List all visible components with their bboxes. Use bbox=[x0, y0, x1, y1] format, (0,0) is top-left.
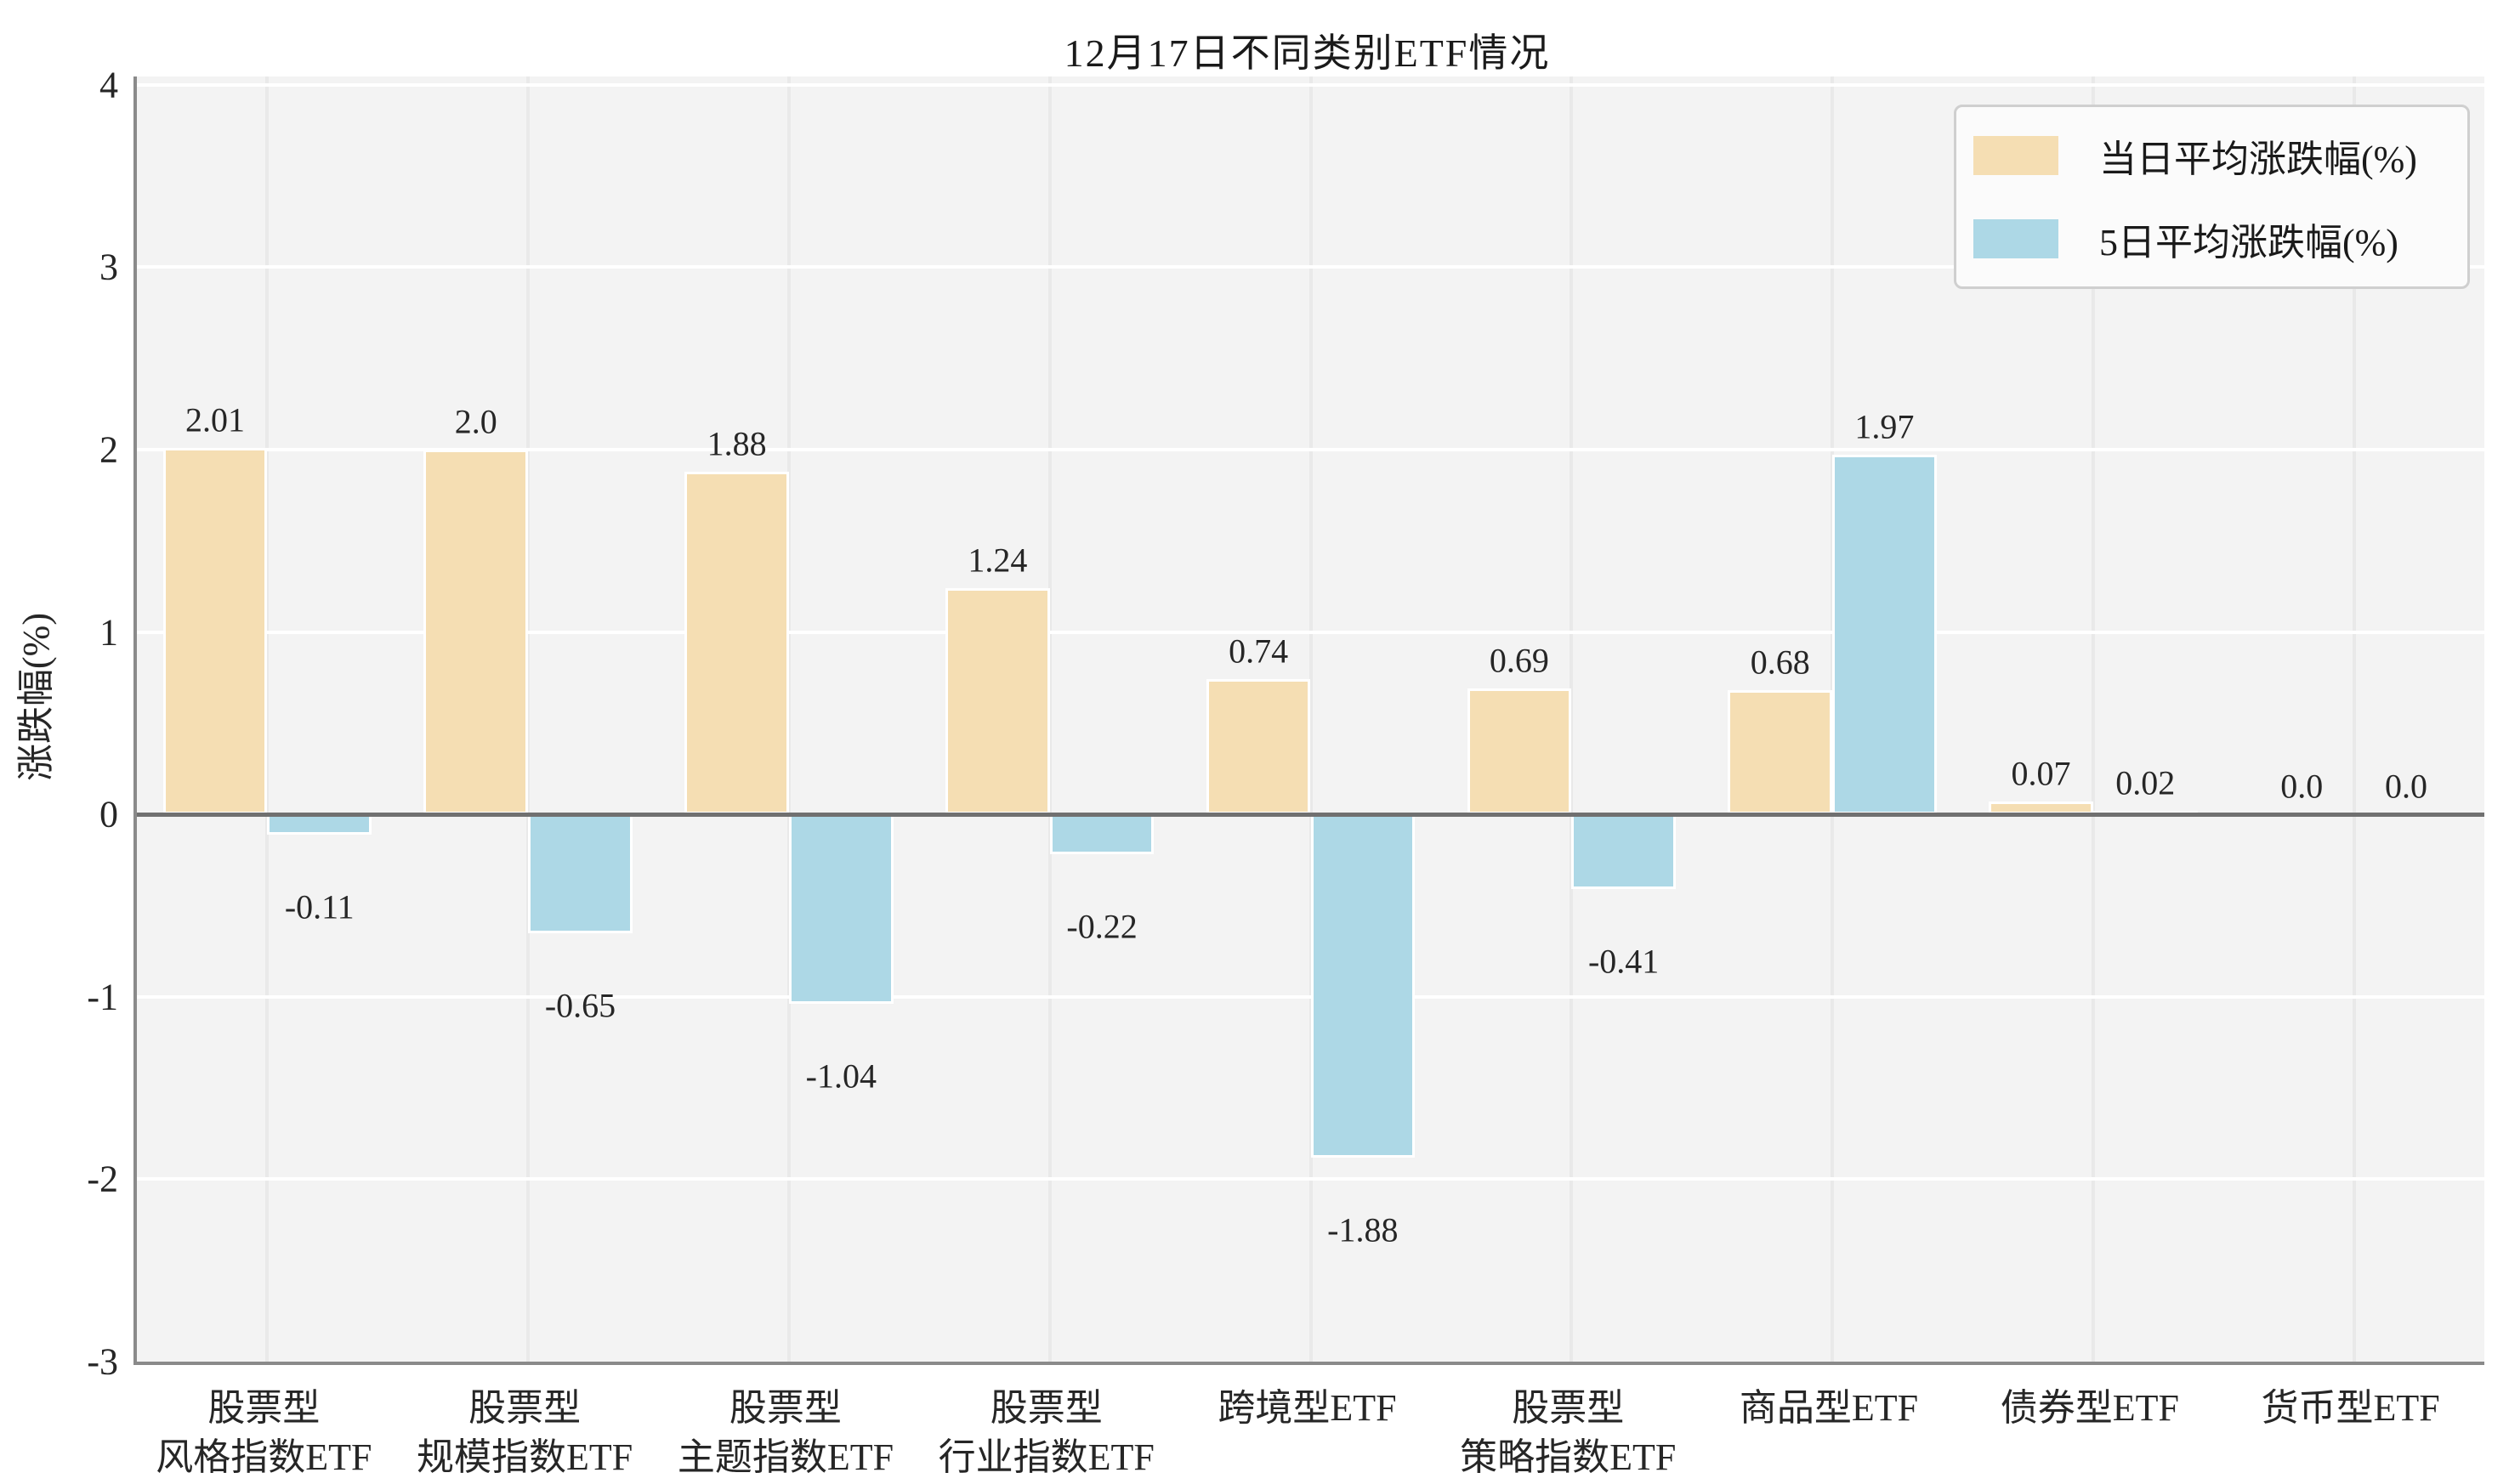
legend-swatch bbox=[1973, 218, 2058, 258]
x-tick-line: 行业指数ETF bbox=[938, 1436, 1155, 1479]
x-tick-line: 股票型 bbox=[1512, 1387, 1625, 1429]
bar-value-label: 0.68 bbox=[1750, 643, 1810, 682]
bar-value-label: 0.74 bbox=[1229, 632, 1289, 671]
bar-daily bbox=[423, 449, 529, 815]
bar-daily bbox=[684, 471, 789, 815]
y-tick-label: 1 bbox=[99, 611, 118, 654]
legend: 当日平均涨跌幅(%) 5日平均涨跌幅(%) bbox=[1954, 105, 2470, 289]
y-axis-label: 涨跌幅(%) bbox=[15, 613, 57, 781]
bar-value-label: 0.07 bbox=[2011, 754, 2071, 793]
x-tick-label: 股票型行业指数ETF bbox=[939, 1384, 1155, 1482]
y-tick-label: -1 bbox=[87, 976, 118, 1018]
bar-value-label: 0.0 bbox=[2280, 767, 2324, 806]
legend-item: 当日平均涨跌幅(%) bbox=[1973, 128, 2450, 183]
x-tick-label: 债券型ETF bbox=[2001, 1384, 2179, 1433]
x-tick-line: 股票型 bbox=[207, 1387, 321, 1429]
legend-label: 5日平均涨跌幅(%) bbox=[2099, 221, 2398, 263]
y-tick-label: 4 bbox=[99, 64, 118, 106]
zero-line bbox=[137, 812, 2484, 817]
x-tick-line: 策略指数ETF bbox=[1460, 1436, 1677, 1479]
bar-value-label: 0.02 bbox=[2115, 763, 2176, 802]
bar-5day bbox=[1571, 814, 1676, 890]
x-tick-label: 股票型主题指数ETF bbox=[678, 1384, 894, 1482]
bar-5day bbox=[528, 814, 633, 933]
x-tick-label: 股票型策略指数ETF bbox=[1460, 1384, 1676, 1482]
x-tick-label: 跨境型ETF bbox=[1218, 1384, 1396, 1433]
bar-value-label: 1.24 bbox=[968, 541, 1028, 580]
bar-value-label: -0.22 bbox=[1066, 907, 1138, 946]
bar-value-label: 2.0 bbox=[454, 402, 497, 441]
legend-item: 5日平均涨跌幅(%) bbox=[1973, 212, 2450, 266]
x-tick-line: 股票型 bbox=[729, 1387, 842, 1429]
bar-value-label: -1.88 bbox=[1327, 1210, 1399, 1249]
x-tick-line: 货币型ETF bbox=[2261, 1387, 2440, 1429]
bar-daily bbox=[1206, 679, 1311, 815]
vertical-gridline bbox=[786, 76, 791, 1362]
vertical-gridline bbox=[1308, 76, 1313, 1362]
y-tick-label: 3 bbox=[99, 246, 118, 288]
x-tick-line: 风格指数ETF bbox=[156, 1436, 372, 1479]
horizontal-gridline bbox=[137, 447, 2484, 451]
bar-value-label: 0.69 bbox=[1489, 641, 1549, 680]
horizontal-gridline bbox=[137, 1177, 2484, 1181]
bar-daily bbox=[1467, 688, 1572, 815]
horizontal-gridline bbox=[137, 265, 2484, 269]
x-tick-label: 商品型ETF bbox=[1740, 1384, 1918, 1433]
y-tick-label: -3 bbox=[87, 1340, 118, 1383]
bar-value-label: -0.11 bbox=[284, 887, 355, 926]
bar-5day bbox=[1832, 455, 1937, 815]
x-tick-line: 股票型 bbox=[468, 1387, 582, 1429]
bar-value-label: 1.97 bbox=[1854, 407, 1915, 446]
horizontal-gridline bbox=[137, 630, 2484, 634]
x-tick-label: 股票型风格指数ETF bbox=[156, 1384, 372, 1482]
x-tick-line: 规模指数ETF bbox=[417, 1436, 633, 1479]
bar-daily bbox=[162, 447, 268, 815]
y-tick-label: 2 bbox=[99, 428, 118, 471]
x-tick-line: 债券型ETF bbox=[2000, 1387, 2179, 1429]
y-tick-label: 0 bbox=[99, 793, 118, 835]
x-tick-label: 股票型规模指数ETF bbox=[417, 1384, 633, 1482]
bar-5day bbox=[788, 814, 894, 1005]
bar-daily bbox=[945, 588, 1050, 815]
vertical-gridline bbox=[265, 76, 270, 1362]
y-tick-label: -2 bbox=[87, 1158, 118, 1200]
bar-value-label: -0.65 bbox=[544, 986, 616, 1025]
x-tick-line: 股票型 bbox=[990, 1387, 1103, 1429]
vertical-gridline bbox=[2352, 76, 2356, 1362]
bar-5day bbox=[267, 814, 372, 835]
x-tick-line: 商品型ETF bbox=[1739, 1387, 1919, 1429]
chart-title: 12月17日不同类别ETF情况 bbox=[1064, 31, 1551, 75]
bar-value-label: 1.88 bbox=[707, 424, 767, 463]
x-tick-line: 主题指数ETF bbox=[677, 1436, 894, 1479]
bar-5day bbox=[1049, 814, 1155, 855]
bar-value-label: 0.0 bbox=[2384, 767, 2427, 806]
bar-value-label: -0.41 bbox=[1587, 942, 1660, 981]
bar-value-label: -1.04 bbox=[805, 1056, 877, 1096]
x-tick-line: 跨境型ETF bbox=[1218, 1387, 1397, 1429]
horizontal-gridline bbox=[137, 82, 2484, 87]
vertical-gridline bbox=[1570, 76, 1574, 1362]
plot-area: 2.01 2.0 1.88 1.24 0.74 0.69 0.68 0.07 0.0 -0.11 -… bbox=[133, 76, 2484, 1365]
bar-daily bbox=[1728, 690, 1833, 815]
bar-5day bbox=[1310, 814, 1416, 1158]
vertical-gridline bbox=[2091, 76, 2095, 1362]
vertical-gridline bbox=[1047, 76, 1052, 1362]
x-tick-label: 货币型ETF bbox=[2261, 1384, 2439, 1433]
vertical-gridline bbox=[526, 76, 531, 1362]
legend-swatch bbox=[1973, 135, 2058, 175]
bar-value-label: 2.01 bbox=[185, 400, 246, 439]
legend-label: 当日平均涨跌幅(%) bbox=[2099, 138, 2417, 180]
